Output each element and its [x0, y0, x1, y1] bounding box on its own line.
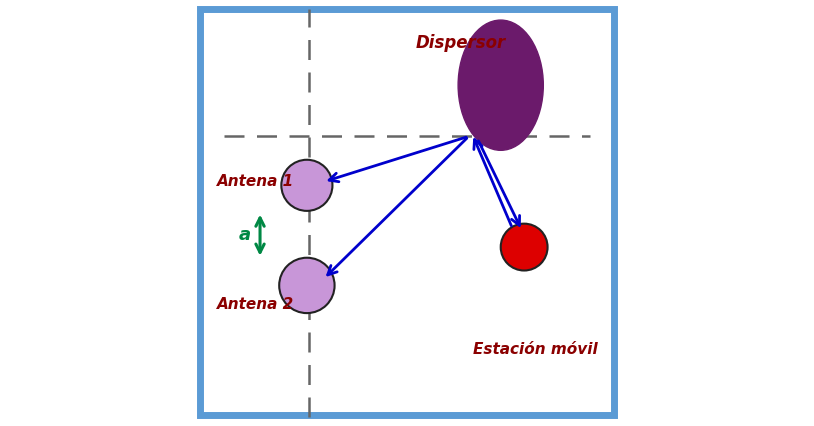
Circle shape: [501, 224, 548, 271]
Text: a: a: [239, 226, 251, 244]
Circle shape: [279, 258, 335, 313]
Text: Estación móvil: Estación móvil: [473, 342, 597, 357]
Text: Antena 1: Antena 1: [217, 173, 295, 189]
Circle shape: [282, 160, 332, 211]
Text: Antena 2: Antena 2: [217, 297, 295, 312]
Ellipse shape: [458, 20, 543, 150]
Text: Dispersor: Dispersor: [415, 34, 505, 52]
